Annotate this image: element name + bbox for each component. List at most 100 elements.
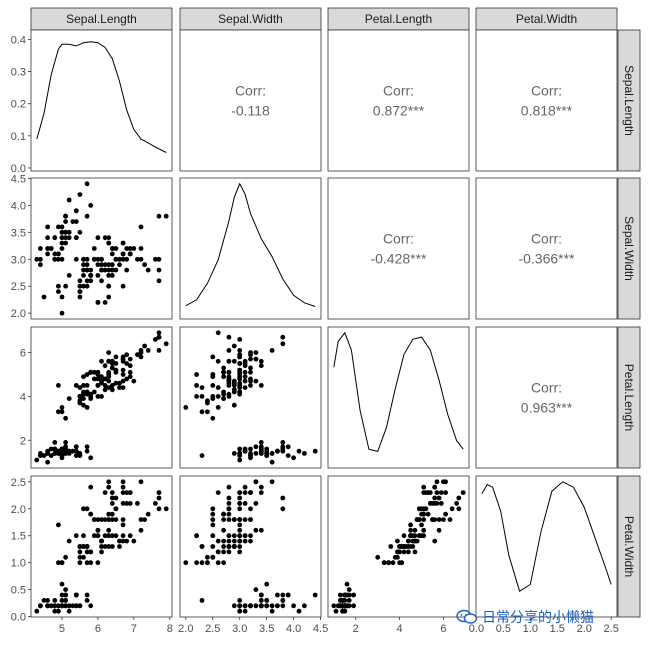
- scatter-point: [237, 608, 243, 614]
- scatter-point: [156, 330, 162, 336]
- scatter-point: [280, 341, 286, 347]
- scatter-point: [59, 409, 65, 415]
- scatter-point: [95, 372, 101, 377]
- scatter-point: [242, 358, 248, 364]
- scatter-point: [41, 598, 47, 603]
- panel-border: [30, 29, 173, 172]
- scatter-point: [59, 256, 65, 262]
- scatter-point: [84, 405, 90, 410]
- scatter-point: [99, 549, 104, 555]
- scatter-point: [59, 446, 65, 452]
- scatter-point: [242, 538, 248, 544]
- panel-border: [327, 29, 470, 172]
- scatter-point: [231, 533, 237, 539]
- scatter-point: [221, 544, 227, 549]
- scatter-point: [73, 592, 79, 598]
- scatter-point: [344, 581, 350, 587]
- corr-value: -0.366***: [518, 251, 575, 267]
- scatter-point: [183, 405, 189, 410]
- scatter-point: [99, 394, 104, 399]
- scatter-point: [142, 262, 148, 268]
- scatter-point: [84, 372, 90, 377]
- scatter-point: [156, 267, 162, 273]
- scatter-point: [205, 560, 210, 566]
- scatter-point: [73, 444, 79, 450]
- scatter-point: [84, 592, 90, 598]
- scatter-point: [120, 517, 126, 522]
- scatter-point: [237, 376, 243, 382]
- scatter-point: [414, 517, 420, 522]
- scatter-point: [145, 267, 151, 273]
- scatter-point: [226, 544, 232, 549]
- scatter-point: [113, 517, 119, 522]
- scatter-point: [231, 383, 237, 388]
- scatter-point: [66, 603, 72, 609]
- scatter-point: [99, 517, 104, 522]
- scatter-point: [84, 549, 90, 555]
- scatter-point: [56, 256, 61, 262]
- scatter-point: [95, 262, 101, 268]
- corr-label: Corr:: [531, 83, 562, 99]
- scatter-point: [66, 448, 72, 454]
- scatter-point: [215, 330, 221, 336]
- scatter-point: [91, 369, 97, 375]
- scatter-point: [117, 538, 122, 544]
- scatter-point: [248, 533, 253, 539]
- y-tick-label: 6: [20, 348, 26, 360]
- scatter-point: [163, 213, 169, 219]
- row-strip-label-petal-width: Petal.Width: [622, 516, 636, 577]
- x-tick-label: 0.0: [469, 623, 484, 635]
- scatter-point: [88, 549, 94, 555]
- scatter-point: [221, 365, 227, 371]
- scatter-point: [52, 603, 58, 609]
- scatter-point: [237, 451, 243, 456]
- x-tick-label: 7: [131, 623, 137, 635]
- row-strip-petal-length: [617, 326, 641, 469]
- scatter-point: [120, 378, 126, 384]
- scatter-point: [183, 560, 189, 566]
- scatter-point: [237, 337, 243, 342]
- scatter-point: [109, 387, 115, 393]
- scatter-point: [63, 235, 68, 241]
- scatter-point: [194, 394, 200, 399]
- scatter-point: [291, 603, 296, 609]
- scatter-point: [120, 501, 126, 506]
- scatter-point: [248, 369, 253, 375]
- scatter-point: [194, 560, 200, 566]
- scatter-point: [88, 203, 94, 208]
- scatter-point: [242, 533, 248, 539]
- scatter-point: [199, 598, 205, 603]
- scatter-point: [412, 527, 418, 533]
- scatter-point: [237, 495, 243, 501]
- scatter-point: [84, 267, 90, 273]
- scatter-point: [210, 394, 216, 399]
- scatter-point: [280, 446, 286, 452]
- scatter-point: [106, 527, 112, 533]
- scatter-point: [73, 603, 79, 609]
- scatter-point: [127, 246, 133, 251]
- panel-sepal-width-vs-petal-length: Corr: -0.428***: [327, 177, 470, 320]
- corr-value: -0.428***: [370, 251, 427, 267]
- scatter-point: [449, 506, 455, 512]
- scatter-point: [99, 358, 104, 364]
- scatter-point: [84, 560, 90, 566]
- scatter-point: [127, 251, 133, 257]
- scatter-point: [113, 354, 119, 360]
- scatter-point: [131, 538, 137, 544]
- panel-petal-width-vs-petal-width: [475, 475, 618, 618]
- scatter-point: [99, 267, 104, 273]
- scatter-point: [70, 603, 76, 609]
- scatter-point: [156, 334, 162, 340]
- scatter-point: [406, 549, 411, 555]
- scatter-point: [226, 495, 232, 501]
- scatter-point: [45, 224, 50, 230]
- scatter-point: [221, 511, 227, 517]
- scatter-point: [63, 598, 68, 603]
- scatter-point: [156, 278, 162, 284]
- scatter-point: [231, 378, 237, 384]
- scatter-point: [52, 608, 58, 614]
- scatter-point: [106, 385, 112, 390]
- scatter-point: [412, 533, 418, 539]
- scatter-point: [423, 506, 429, 512]
- scatter-point: [52, 256, 58, 262]
